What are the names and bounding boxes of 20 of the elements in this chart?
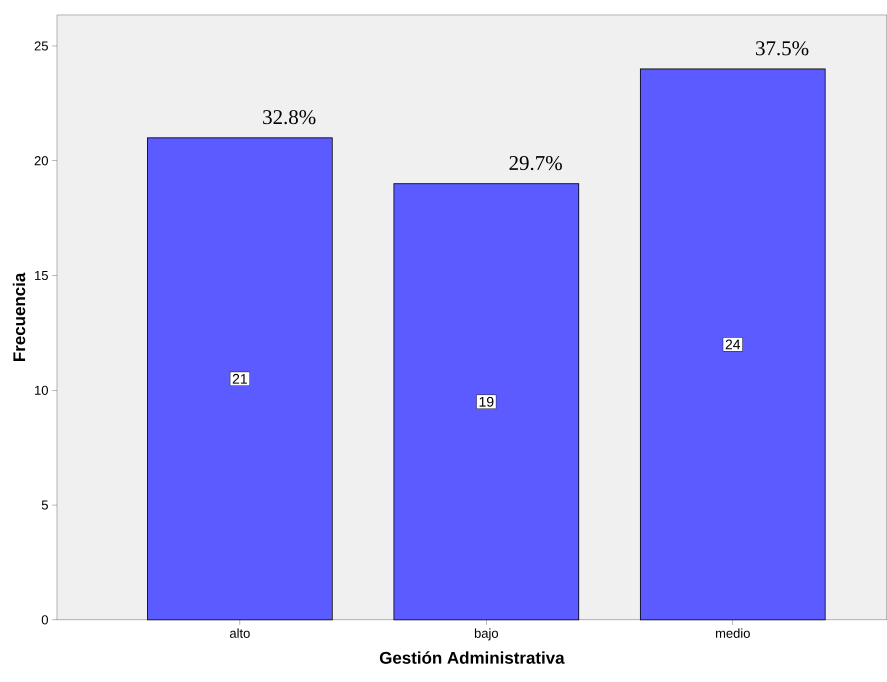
data-label: 24	[726, 340, 740, 350]
annotation: 29.7%	[510, 156, 562, 170]
annotation: 32.8%	[263, 110, 316, 124]
x-tick-label: bajo	[474, 628, 498, 641]
y-axis-title: Frecuencia	[12, 272, 26, 362]
x-tick-label: alto	[230, 628, 250, 638]
y-tick-label: 25	[34, 41, 48, 51]
y-tick-label: 15	[35, 271, 48, 280]
data-label: 19	[480, 396, 494, 407]
annotation: 37.5%	[756, 41, 808, 56]
y-tick-label: 20	[34, 156, 48, 166]
x-axis-title: Gestión Administrativa	[380, 651, 565, 664]
bar	[147, 137, 333, 620]
y-tick-label: 10	[35, 386, 48, 395]
y-tick-label: 5	[42, 500, 48, 510]
y-tick-label: 0	[42, 615, 48, 625]
x-tick-label: medio	[716, 628, 750, 638]
bar	[393, 183, 580, 620]
bar	[640, 68, 826, 620]
data-label: 21	[232, 374, 247, 384]
